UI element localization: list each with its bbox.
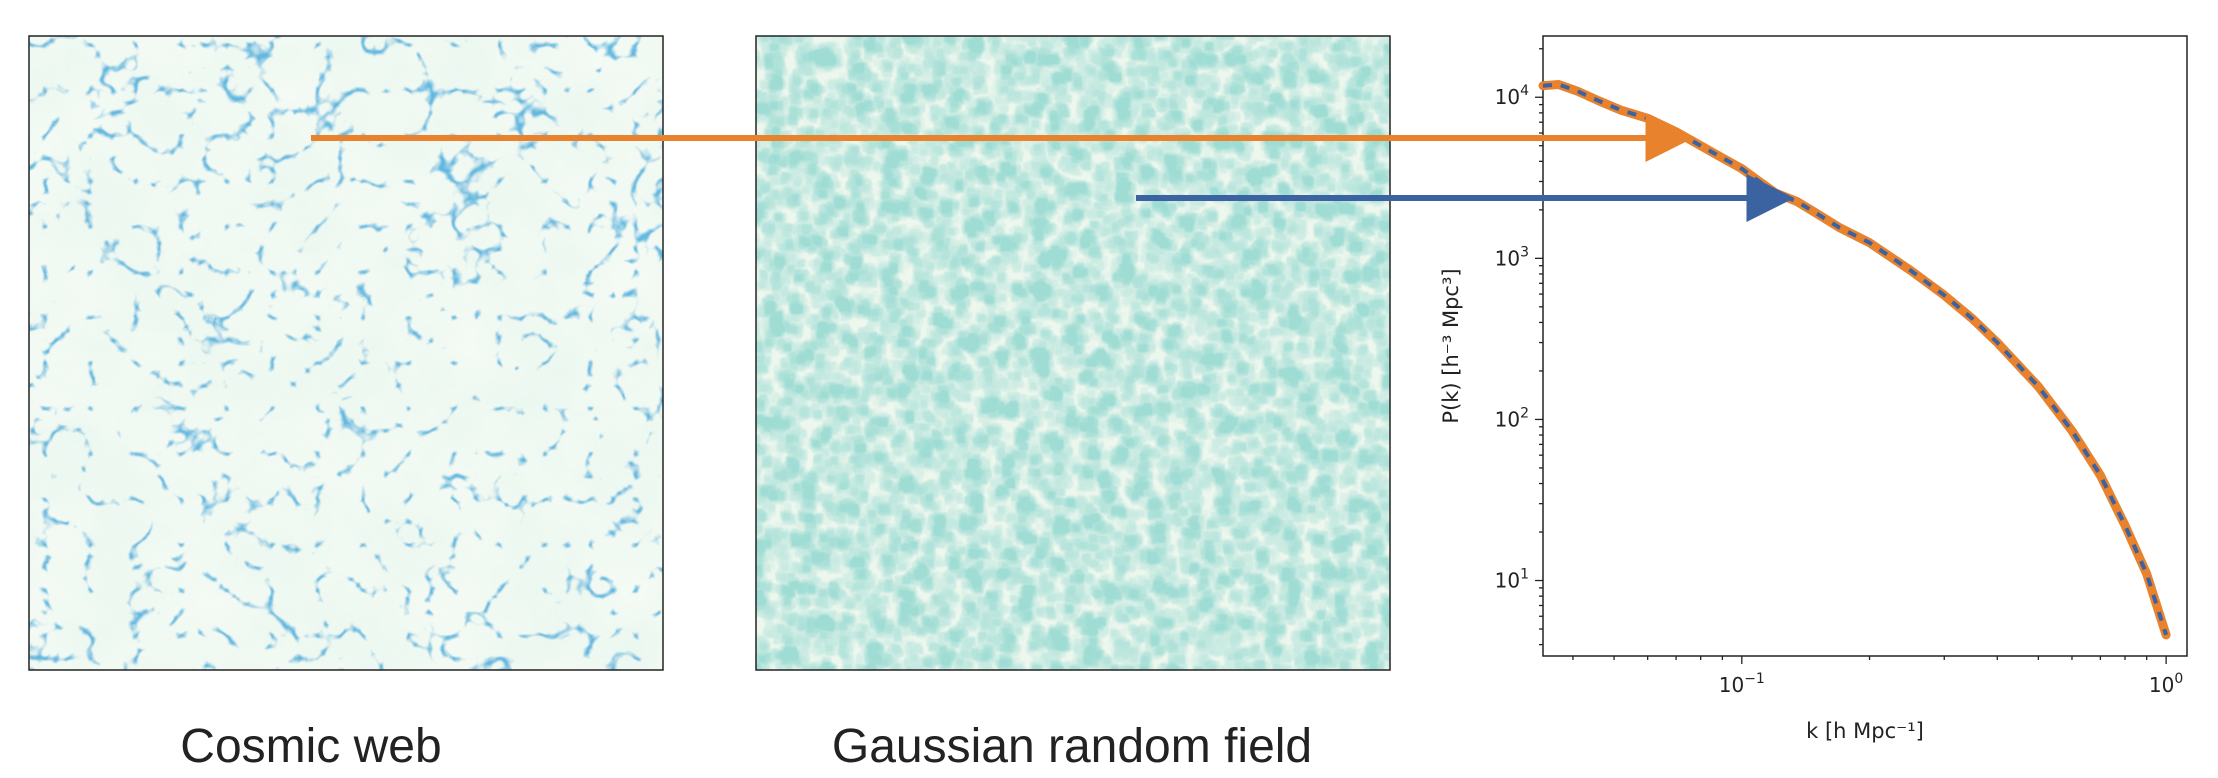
series-line-dashed bbox=[1542, 82, 2169, 636]
y-tick-label: 104 bbox=[1495, 83, 1529, 109]
x-tick-label: 100 bbox=[2149, 671, 2183, 697]
y-tick-label: 101 bbox=[1495, 567, 1529, 593]
gaussian-field-caption: Gaussian random field bbox=[832, 720, 1312, 773]
gaussian-field-image bbox=[756, 36, 1390, 670]
cosmic-web-frame bbox=[28, 35, 664, 671]
cosmic-web-image bbox=[29, 36, 663, 670]
cosmic-web-caption: Cosmic web bbox=[180, 720, 441, 773]
y-tick-label: 103 bbox=[1495, 244, 1529, 270]
chart-plot-area bbox=[1542, 35, 2188, 657]
chart-series bbox=[1538, 80, 2171, 640]
gaussian-field-frame bbox=[755, 35, 1391, 671]
x-axis-ticks: 10−1 100 bbox=[1572, 656, 2183, 697]
gaussian-field-panel bbox=[755, 35, 1391, 671]
y-axis-label: P(k) [h⁻³ Mpc³] bbox=[1439, 268, 1463, 423]
x-tick-label: 10−1 bbox=[1719, 671, 1765, 697]
y-tick-label: 102 bbox=[1495, 405, 1529, 431]
x-axis-label: k [h Mpc⁻¹] bbox=[1806, 719, 1924, 743]
y-axis-ticks: 101 102 103 104 bbox=[1495, 48, 1543, 646]
power-spectrum-chart: 101 102 103 104 10−1 100 k [h Mpc⁻¹] P(k) [h… bbox=[1439, 35, 2188, 743]
cosmic-web-panel bbox=[28, 35, 664, 671]
